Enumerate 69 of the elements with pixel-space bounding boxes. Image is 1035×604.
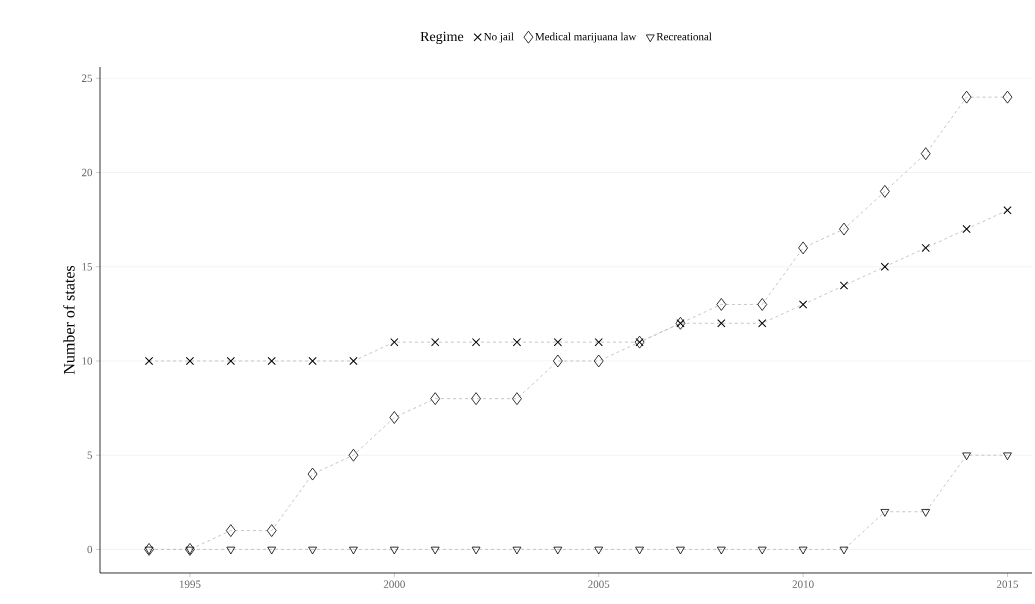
point — [798, 546, 808, 555]
y-axis-title: Number of states — [63, 265, 75, 375]
point — [961, 90, 972, 104]
legend-label: Medical marijuana law — [535, 32, 637, 43]
point — [266, 524, 277, 537]
point — [758, 319, 767, 328]
point — [839, 546, 849, 555]
point — [880, 509, 890, 517]
point — [307, 467, 318, 481]
point — [553, 338, 562, 347]
point — [349, 356, 358, 365]
point — [552, 354, 563, 368]
point — [921, 243, 930, 252]
point — [1002, 90, 1013, 104]
point — [880, 262, 889, 271]
point — [512, 392, 522, 406]
y-tick-label: 15 — [82, 263, 93, 271]
legend-label: No jail — [484, 32, 514, 43]
legend-title: Regime — [420, 31, 464, 45]
point — [757, 298, 768, 311]
x-tick-label: 2005 — [588, 580, 610, 588]
point — [308, 546, 317, 555]
point — [389, 411, 400, 424]
point — [431, 338, 440, 347]
point — [594, 546, 604, 555]
point — [962, 225, 971, 234]
point — [308, 356, 317, 365]
point — [512, 546, 522, 555]
point — [1003, 452, 1012, 461]
x-tick-label: 2000 — [383, 580, 405, 588]
y-tick-label: 10 — [82, 357, 93, 365]
point — [348, 448, 359, 462]
point — [799, 300, 808, 309]
legend-label: Recreational — [656, 32, 712, 41]
point — [920, 147, 931, 161]
point — [225, 524, 236, 537]
point — [267, 546, 277, 555]
point — [471, 392, 481, 406]
point — [349, 546, 358, 555]
point — [471, 546, 481, 555]
x-tick-label: 2015 — [996, 580, 1019, 588]
point — [717, 319, 726, 328]
point — [267, 356, 276, 365]
point — [390, 338, 399, 347]
point — [1003, 206, 1012, 215]
point — [879, 184, 890, 198]
point — [921, 509, 931, 517]
point — [798, 241, 808, 255]
x-tick-label: 1995 — [179, 580, 201, 588]
point — [553, 546, 563, 555]
point — [635, 546, 644, 555]
point — [430, 546, 440, 555]
point — [757, 546, 767, 555]
point — [226, 546, 236, 555]
point — [716, 546, 726, 555]
point — [716, 298, 727, 311]
point — [593, 354, 604, 368]
point — [389, 546, 399, 555]
point — [676, 546, 685, 555]
point — [430, 392, 441, 406]
y-tick-label: 0 — [87, 545, 93, 554]
point — [839, 281, 848, 290]
y-tick-label: 25 — [81, 74, 93, 82]
point — [594, 338, 603, 347]
point — [839, 222, 849, 236]
point — [962, 452, 971, 461]
y-tick-label: 20 — [81, 168, 93, 177]
x-tick-label: 2010 — [792, 580, 814, 588]
y-tick-label: 5 — [87, 451, 93, 459]
